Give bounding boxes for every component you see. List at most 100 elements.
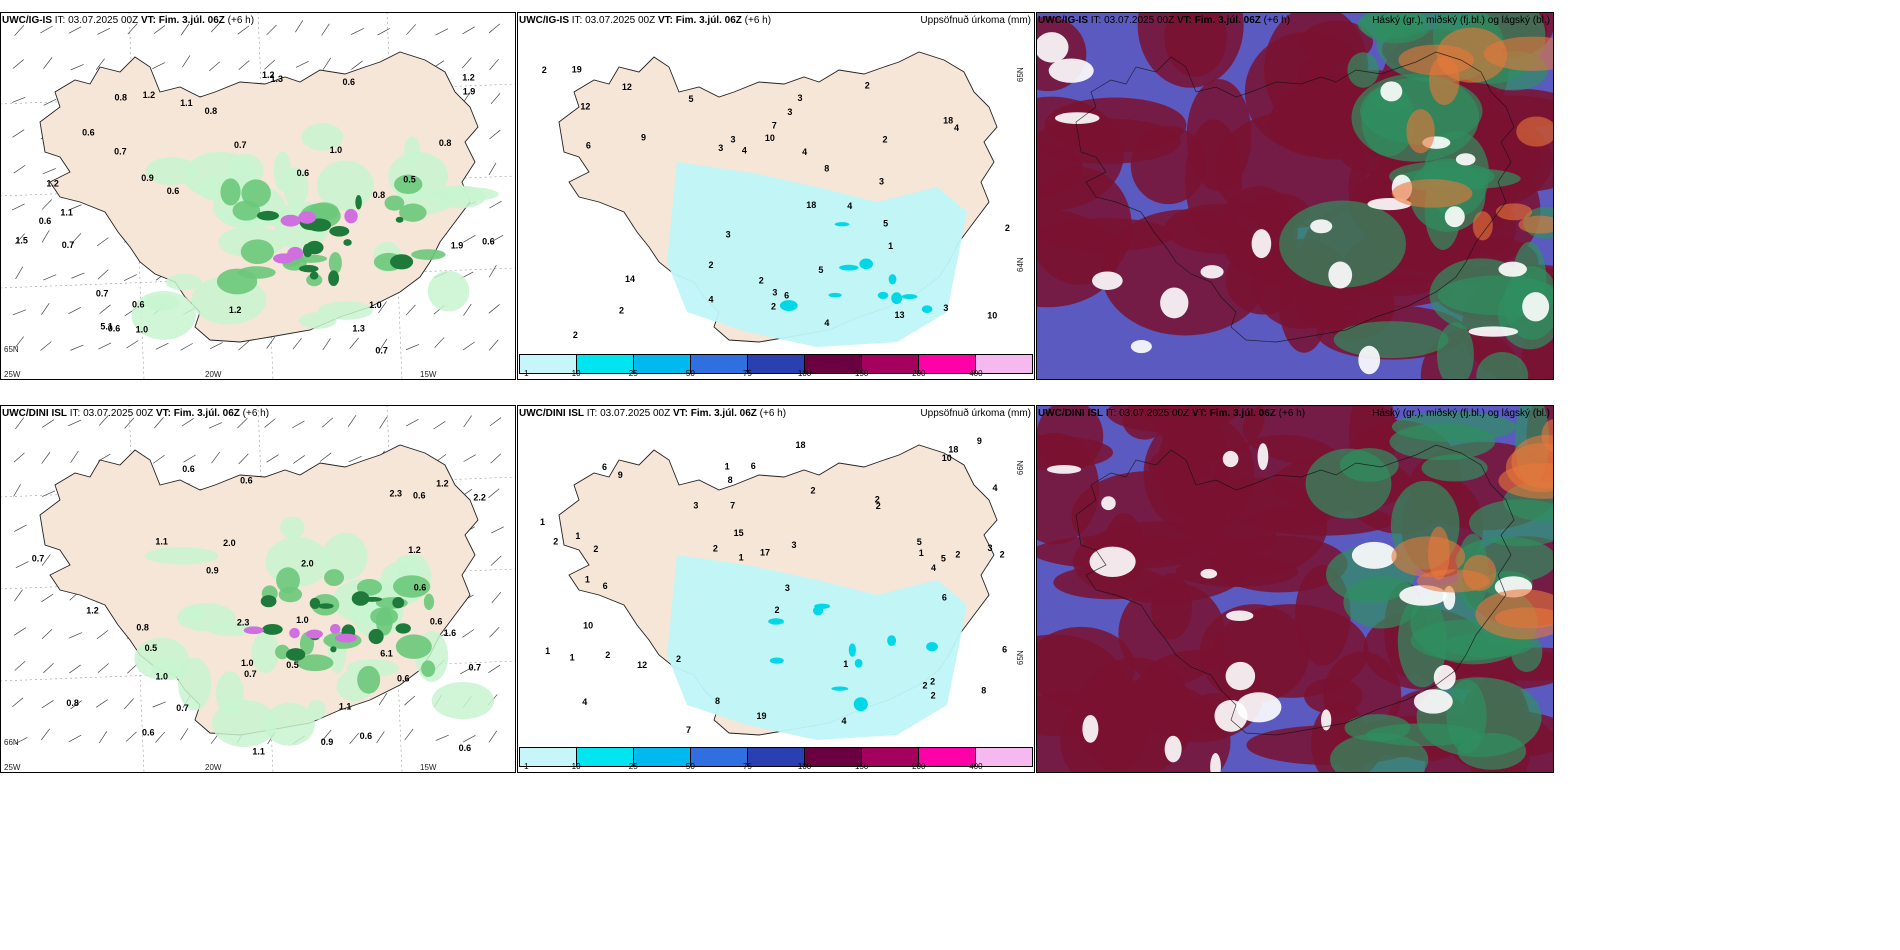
axis-label: 15W <box>420 370 437 379</box>
colorbar-segment <box>862 748 919 766</box>
accum-value-label: 2 <box>605 650 610 660</box>
precip-value-label: 1.3 <box>270 74 283 84</box>
precip-value-label: 0.6 <box>240 475 253 485</box>
precip-value-label: 1.2 <box>462 73 475 83</box>
precip-value-label: 1.2 <box>229 305 242 315</box>
precip-value-label: 1.1 <box>180 98 193 108</box>
accum-value-label: 3 <box>718 143 723 153</box>
accum-value-label: 8 <box>824 163 829 173</box>
precip-value-label: 1.2 <box>86 606 99 616</box>
accum-value-label: 6 <box>942 593 947 603</box>
accum-value-label: 3 <box>726 230 731 240</box>
accum-value-label: 17 <box>760 548 770 558</box>
precip-value-label: 1.1 <box>252 746 265 756</box>
accum-panel-ig-is: 2 2 2 4 1 2 3 3 4 5 3 3 3 2 18 4 3 2 6 2 9 2 5 4 3 3 7 6 2 10 12 10 19 13… <box>517 12 1035 380</box>
accum-value-label: 4 <box>992 483 997 493</box>
precip-value-label: 0.5 <box>145 643 158 653</box>
precip-value-label: 0.6 <box>459 743 472 753</box>
colorbar-tick: 1 <box>524 369 529 378</box>
colorbar-tick: 100 <box>797 369 812 378</box>
axis-label: 25W <box>4 370 21 379</box>
accum-value-label: 3 <box>731 135 736 145</box>
colorbar-tick: 75 <box>742 369 752 378</box>
precip-value-label: 0.9 <box>141 173 154 183</box>
colorbar-segment <box>577 748 634 766</box>
accum-value-label: 2 <box>865 80 870 90</box>
accum-value-label: 1 <box>570 653 575 663</box>
colorbar-segment <box>520 355 577 373</box>
precip-value-label: 1.1 <box>60 207 73 217</box>
panel-header: UWC/DINI ISL IT: 03.07.2025 00Z VT: Fim.… <box>1038 408 1306 419</box>
accum-value-label: 2 <box>875 495 880 505</box>
precip-value-label: 0.7 <box>62 240 75 250</box>
accum-value-label: 4 <box>802 147 807 157</box>
accum-value-label: 5 <box>818 265 823 275</box>
accum-value-label: 1 <box>575 531 580 541</box>
colorbar-segment <box>577 355 634 373</box>
precip-value-label: 0.8 <box>66 698 79 708</box>
accum-value-label: 12 <box>580 102 590 112</box>
precip-value-label: 0.6 <box>39 216 52 226</box>
accum-value-label: 1 <box>725 462 730 472</box>
accum-value-label: 19 <box>756 711 766 721</box>
precip-value-label: 2.0 <box>223 538 236 548</box>
accum-value-label: 15 <box>734 528 744 538</box>
colorbar-tick: 200 <box>912 762 926 771</box>
precip-value-label: 1.2 <box>46 178 59 188</box>
accum-value-label: 10 <box>765 133 775 143</box>
accum-value-label: 1 <box>888 241 893 251</box>
precip-value-label: 6.1 <box>380 649 393 659</box>
colorbar-tick: 25 <box>628 762 638 771</box>
accum-value-label: 10 <box>942 453 952 463</box>
accum-value-label: 2 <box>619 306 624 316</box>
precip-map-dini: 0.60.70.70.50.61.10.70.90.61.60.60.60.61… <box>0 405 516 773</box>
precip-value-label: 1.2 <box>262 70 275 80</box>
colorbar-tick: 1 <box>524 762 529 771</box>
axis-label: 64N <box>1016 257 1025 272</box>
accum-value-label: 2 <box>759 275 764 285</box>
accum-value-label: 1 <box>545 646 550 656</box>
accum-panel-dini: 2 1 2 2 1 1 1 1 2 1 2 2 2 2 1 6 5 8 9 6 4 7 4 6 19 2 2 2 1 3 8 4 3 10 18 12… <box>517 405 1035 773</box>
colorbar-segment <box>862 355 919 373</box>
precip-value-label: 1.9 <box>451 240 464 250</box>
precip-value-label: 0.6 <box>360 731 373 741</box>
accum-value-label: 3 <box>772 287 777 297</box>
axis-label: 66N <box>4 738 19 747</box>
precip-value-label: 1.0 <box>156 672 169 682</box>
accum-value-label: 2 <box>676 654 681 664</box>
precip-value-label: 0.8 <box>439 138 452 148</box>
precip-value-label: 0.6 <box>413 490 426 500</box>
precip-value-label: 1.0 <box>330 145 343 155</box>
precip-value-label: 0.6 <box>167 186 180 196</box>
precip-value-label: 1.9 <box>463 86 476 96</box>
accum-value-label: 8 <box>715 696 720 706</box>
accum-value-label: 2 <box>931 691 936 701</box>
accum-value-label: 6 <box>603 581 608 591</box>
precip-map-ig-is: 1.21.31.25.10.50.80.60.70.70.70.60.70.81… <box>0 12 516 380</box>
precip-value-label: 1.0 <box>296 615 309 625</box>
precip-value-label: 0.6 <box>182 464 195 474</box>
accum-value-label: 1 <box>919 548 924 558</box>
colorbar-segment <box>691 355 748 373</box>
colorbar-tick: 10 <box>571 762 581 771</box>
precip-value-label: 1.2 <box>408 545 421 555</box>
cloud-map-ig-is <box>1036 12 1554 380</box>
precip-value-label: 0.6 <box>482 237 495 247</box>
cloud-panel-dini: UWC/DINI ISL IT: 03.07.2025 00Z VT: Fim.… <box>1036 405 1554 773</box>
panel-header: UWC/DINI ISL IT: 03.07.2025 00Z VT: Fim.… <box>2 408 270 419</box>
accum-value-label: 3 <box>693 501 698 511</box>
precip-value-label: 1.1 <box>339 701 352 711</box>
precip-value-label: 1.6 <box>444 628 457 638</box>
accum-value-label: 6 <box>784 290 789 300</box>
precip-value-label: 0.6 <box>414 582 427 592</box>
accum-value-label: 2 <box>774 605 779 615</box>
accum-value-label: 3 <box>987 543 992 553</box>
axis-label: 65N <box>1016 650 1025 665</box>
accum-value-label: 2 <box>955 550 960 560</box>
accum-value-label: 2 <box>876 501 881 511</box>
accum-value-label: 2 <box>1005 223 1010 233</box>
accum-value-label: 4 <box>824 318 829 328</box>
accum-value-label: 3 <box>943 303 948 313</box>
precip-value-label: 0.5 <box>286 660 299 670</box>
axis-label: 25W <box>4 763 21 772</box>
